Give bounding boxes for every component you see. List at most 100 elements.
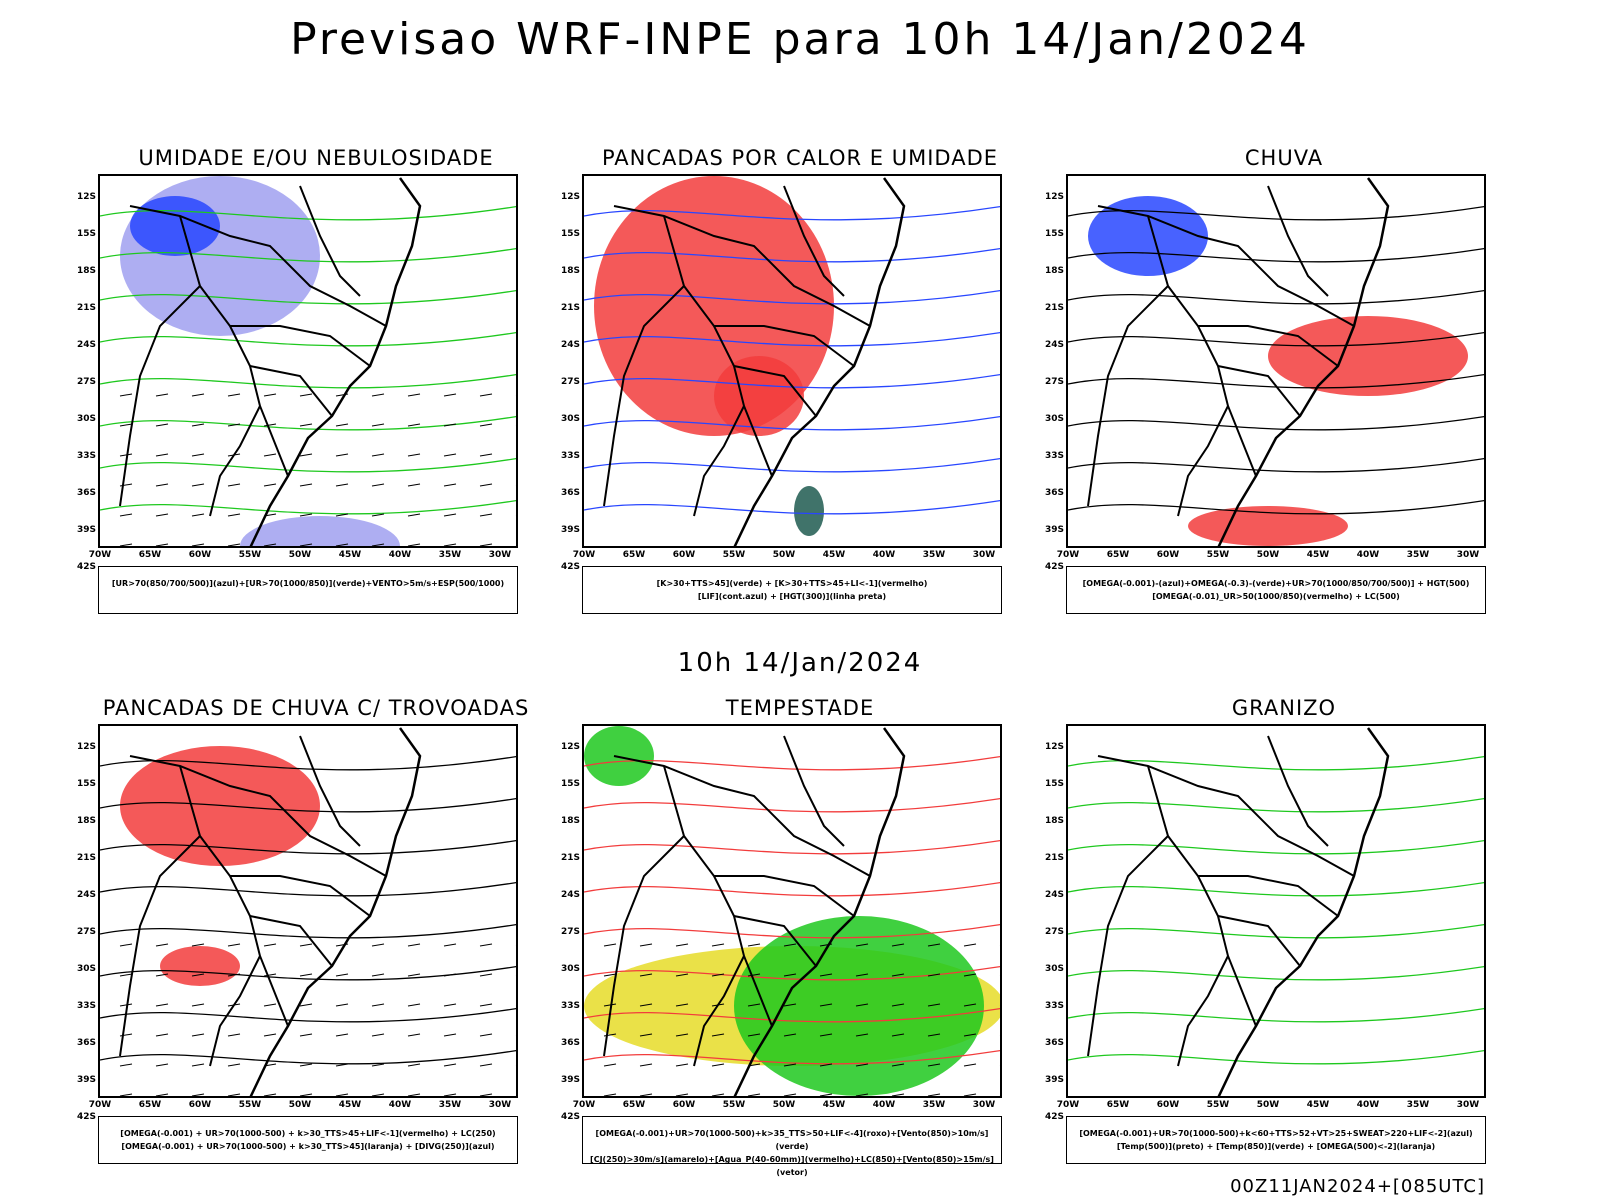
longitude-label: 65W [1106,550,1130,560]
wind-vector [155,513,169,517]
longitude-label: 45W [1306,1100,1330,1110]
latitude-label: 27S [76,927,96,937]
longitude-label: 65W [138,550,162,560]
longitude-label: 40W [1356,550,1380,560]
panel-title: PANCADAS POR CALOR E UMIDADE [601,146,999,170]
wind-vector [227,1003,241,1007]
longitude-label: 70W [88,550,112,560]
panel-title: GRANIZO [1231,696,1337,720]
country-border [783,735,845,847]
latitude-label: 21S [1044,303,1064,313]
wind-vector [711,973,725,977]
longitude-label: 35W [922,1100,946,1110]
latitude-label: 12S [560,192,580,202]
wind-vector [515,975,516,976]
map-canvas [584,176,1000,546]
contour-line [100,289,516,305]
latitude-label: 24S [1044,340,1064,350]
wind-vector [263,543,277,546]
contour-line [584,457,1000,473]
longitude-label: 50W [1256,1100,1280,1110]
contour-line [584,1007,1000,1023]
wind-vector [227,423,241,427]
wind-vector [371,1093,385,1096]
wind-vector [119,1063,133,1067]
wind-vector [783,1093,797,1096]
longitude-label: 60W [672,550,696,560]
wind-vector [407,943,421,947]
country-border [1147,215,1257,477]
panel-umidade: UMIDADE E/OU NEBULOSIDADE [UR>70(850/700… [76,146,556,616]
longitude-label: 70W [1056,550,1080,560]
wind-vector [335,973,349,977]
coastline [733,177,906,546]
contour-line [1068,499,1484,515]
panel-pancadas-calor: PANCADAS POR CALOR E UMIDADE [K>30+TTS>4… [560,146,1040,616]
legend-box: [OMEGA(-0.001)-(azul)+OMEGA(-0.3)-(verde… [1066,566,1486,614]
map-pancadas-calor [582,174,1002,548]
contour-line [100,1049,516,1065]
contour-line [100,797,516,813]
wind-vector [119,1093,133,1096]
wind-vector [515,515,516,516]
wind-vector [119,943,133,947]
country-border [1147,765,1257,1027]
contour-line [1068,839,1484,855]
contour-line [1068,289,1484,305]
latitude-label: 33S [1044,451,1064,461]
latitude-label: 24S [560,340,580,350]
map-canvas [100,727,516,1096]
field-area [1088,196,1208,276]
longitude-label: 55W [1206,550,1230,560]
wind-vector [227,483,241,487]
latitude-label: 39S [560,525,580,535]
contour-line [100,881,516,897]
contour-line [584,499,1000,515]
wind-vector [515,395,516,396]
longitude-label: 70W [88,1100,112,1110]
wind-vector [155,1033,169,1037]
wind-vector [747,973,761,977]
latitude-label: 39S [1044,525,1064,535]
latitude-label: 18S [76,816,96,826]
wind-vector [443,943,457,947]
longitude-label: 65W [622,1100,646,1110]
longitude-label: 45W [822,550,846,560]
country-border [1198,325,1339,367]
latitude-label: 15S [76,229,96,239]
wind-vector [155,423,169,427]
latitude-label: 12S [76,192,96,202]
wind-vector [819,1063,833,1067]
wind-vector [155,453,169,457]
field-area [160,946,240,986]
latitude-label: 30S [76,964,96,974]
longitude-label: 50W [772,550,796,560]
wind-vector [515,1065,516,1066]
wind-vector [407,453,421,457]
latitude-label: 18S [1044,816,1064,826]
latitude-label: 18S [76,266,96,276]
longitude-label: 35W [1406,550,1430,560]
country-border [714,325,855,367]
wind-vector [927,1063,941,1067]
wind-vector [299,1033,313,1037]
wind-vector [603,973,617,977]
wind-vector [999,945,1000,946]
wind-vector [515,1035,516,1036]
wind-vector [335,1003,349,1007]
wind-vector [371,423,385,427]
latitude-label: 18S [560,266,580,276]
latitude-label: 42S [76,1112,96,1122]
latitude-label: 33S [76,1001,96,1011]
wind-vector [963,973,977,977]
wind-vector [479,1033,493,1037]
legend-line: [OMEGA(-0.01)_UR>50(1000/850)(vermelho) … [1152,592,1400,601]
coastline [249,727,422,1096]
wind-vector [927,973,941,977]
wind-vector [191,543,205,546]
contour-line [100,839,516,855]
wind-vector [515,945,516,946]
wind-vector [263,483,277,487]
wind-vector [263,1033,277,1037]
latitude-label: 30S [560,414,580,424]
